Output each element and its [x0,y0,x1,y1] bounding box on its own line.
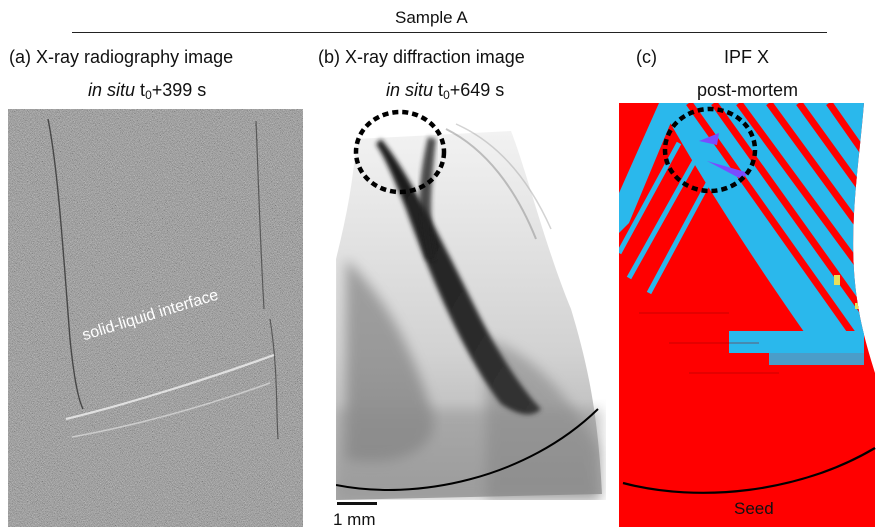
diffraction-image [336,109,606,500]
panel-b-time: +649 s [449,80,505,100]
panel-b-title: (b) X-ray diffraction image [318,47,525,67]
panel-a-t: t [140,80,146,100]
scale-bar-label: 1 mm [333,510,376,529]
seed-label: Seed [734,499,774,518]
panel-b-t: t [438,80,444,100]
sample-label: Sample A [395,8,468,27]
panel-c-title: IPF X [724,47,770,67]
panel-b-title-text: X-ray diffraction image [345,47,525,67]
panel-a-t-sub: 0 [145,88,152,102]
ipf-svg [619,103,876,527]
highlight-circle-b [353,109,447,195]
radiography-image: solid-liquid interface [8,109,303,527]
panel-a-in-situ: in situ [88,80,136,100]
panel-c-tag: (c) [636,47,657,67]
ipf-map: Seed [619,103,879,527]
scale-bar [337,502,377,505]
panel-b-t-sub: 0 [443,88,450,102]
panel-a-title-text: X-ray radiography image [36,47,234,67]
panel-b-subtitle: in situ t0+649 s [386,80,504,105]
header-rule [72,32,827,33]
panel-c-subtitle: post-mortem [697,80,799,100]
panel-a-subtitle: in situ t0+399 s [88,80,206,105]
panel-a-tag: (a) [9,47,31,67]
highlight-circle-c [662,106,758,194]
panel-b-in-situ: in situ [386,80,434,100]
panel-a-title: (a) X-ray radiography image [9,47,233,67]
diffraction-svg [336,123,602,500]
panel-a-time: +399 s [151,80,207,100]
panel-b-tag: (b) [318,47,340,67]
radiography-svg [8,109,303,527]
